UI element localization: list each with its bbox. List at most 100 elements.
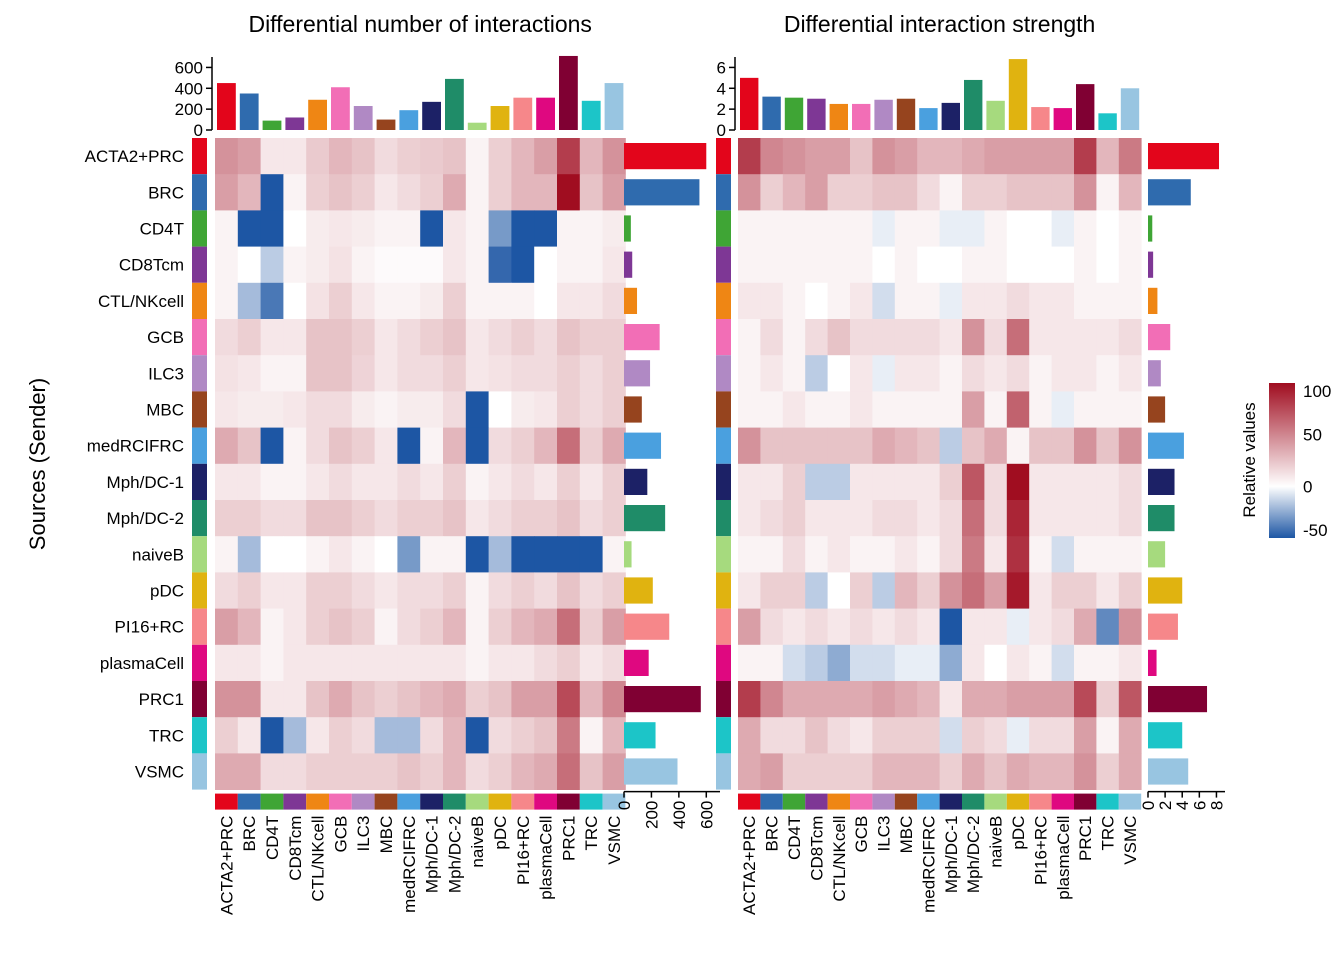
heatmap-cell (962, 681, 985, 718)
heatmap-cell (283, 500, 307, 537)
heatmap-cell (984, 355, 1008, 392)
heatmap-cell (534, 282, 558, 320)
heatmap-cell (465, 463, 489, 501)
heatmap-cell (511, 174, 535, 211)
heatmap-cell (939, 536, 963, 573)
heatmap-cell (1029, 500, 1052, 537)
heatmap-cell (602, 572, 626, 609)
heatmap-cell (465, 319, 489, 356)
heatmap-cell (329, 536, 353, 573)
row-label: Mph/DC-1 (107, 473, 184, 492)
heatmap-cell (443, 644, 467, 682)
heatmap-cell (962, 536, 985, 573)
heatmap-cell (306, 572, 330, 609)
row-label: plasmaCell (100, 654, 184, 673)
heatmap-cell (872, 572, 896, 609)
heatmap-cell (237, 681, 261, 718)
heatmap-cell (351, 246, 375, 284)
heatmap-cell (420, 246, 444, 284)
top-bar-5 (829, 103, 848, 130)
column-label: PI16+RC (514, 816, 533, 885)
heatmap-cell (1006, 644, 1030, 682)
heatmap-cell (283, 536, 307, 573)
heatmap-cell (374, 644, 398, 682)
heatmap-cell (351, 644, 375, 682)
column-color-8 (894, 793, 918, 810)
heatmap-cell (939, 681, 963, 718)
top-bar-13 (1008, 59, 1028, 131)
heatmap-cell (420, 174, 444, 211)
heatmap-cell (602, 210, 626, 247)
heatmap-cell (237, 717, 261, 754)
heatmap-cell (984, 138, 1008, 175)
heatmap-cell (602, 500, 626, 537)
heatmap-cell (827, 319, 851, 356)
heatmap-cell (374, 681, 398, 718)
heatmap-cell (962, 427, 985, 465)
right-bar-8 (1148, 396, 1166, 423)
heatmap-cell (283, 717, 307, 754)
heatmap-cell (283, 282, 307, 320)
right-axis-tick-label: 0 (1139, 801, 1158, 810)
column-label: Mph/DC-2 (445, 816, 464, 893)
row-color-18 (716, 753, 731, 790)
heatmap-cell (351, 210, 375, 247)
heatmap-cell (760, 391, 784, 428)
heatmap-cell (1029, 246, 1052, 284)
heatmap-cell (827, 681, 851, 718)
column-color-1 (738, 793, 761, 810)
heatmap-cell (329, 608, 353, 646)
right-bars (1148, 143, 1220, 785)
heatmap-cell (939, 355, 963, 392)
heatmap-cell (850, 319, 873, 356)
heatmap-cell (872, 391, 896, 428)
column-color-11 (443, 793, 466, 810)
heatmap-cell (1051, 355, 1075, 392)
heatmap-cell (894, 572, 918, 609)
heatmap-cell (1118, 282, 1142, 320)
heatmap-cell (488, 463, 512, 501)
top-bar-6 (331, 87, 350, 130)
heatmap-cell (1118, 174, 1142, 211)
right-bar-3 (1148, 215, 1153, 242)
heatmap-cell (374, 427, 398, 465)
heatmap-cell (420, 717, 444, 754)
heatmap-cell (984, 174, 1008, 211)
right-bar-15 (1148, 649, 1157, 676)
row-color-8 (192, 391, 207, 428)
heatmap-cell (738, 536, 761, 573)
heatmap-cell (215, 500, 239, 537)
heatmap-cell (306, 536, 330, 573)
heatmap-cell (827, 753, 851, 790)
heatmap-cell (488, 391, 512, 428)
heatmap-cell (782, 681, 806, 718)
top-bar-9 (399, 110, 419, 130)
heatmap-cell (306, 717, 330, 754)
heatmap-cell (782, 391, 806, 428)
heatmap-cell (488, 210, 512, 247)
row-color-6 (716, 319, 731, 356)
heatmap-cell (872, 355, 896, 392)
heatmap-cell (465, 391, 489, 428)
heatmap-cell (962, 572, 985, 609)
heatmap-cell (1029, 391, 1052, 428)
right-bar-16 (1148, 686, 1208, 713)
heatmap-cell (237, 427, 261, 465)
heatmap-cell (872, 644, 896, 682)
heatmap-cell (351, 536, 375, 573)
top-axis-tick-label: 6 (717, 58, 726, 77)
row-color-12 (716, 536, 731, 573)
column-label: CD4T (785, 816, 804, 860)
heatmap-cell (805, 753, 828, 790)
heatmap-cell (894, 138, 918, 175)
panel-title: Differential interaction strength (784, 11, 1096, 37)
heatmap-cell (917, 608, 940, 646)
top-bar-14 (1031, 107, 1050, 130)
heatmap-cell (1006, 246, 1030, 284)
top-bar-14 (513, 97, 533, 130)
heatmap-cell (917, 717, 940, 754)
heatmap-cell (917, 391, 940, 428)
column-color-9 (917, 793, 940, 810)
row-color-3 (192, 210, 207, 247)
heatmap-cell (283, 427, 307, 465)
